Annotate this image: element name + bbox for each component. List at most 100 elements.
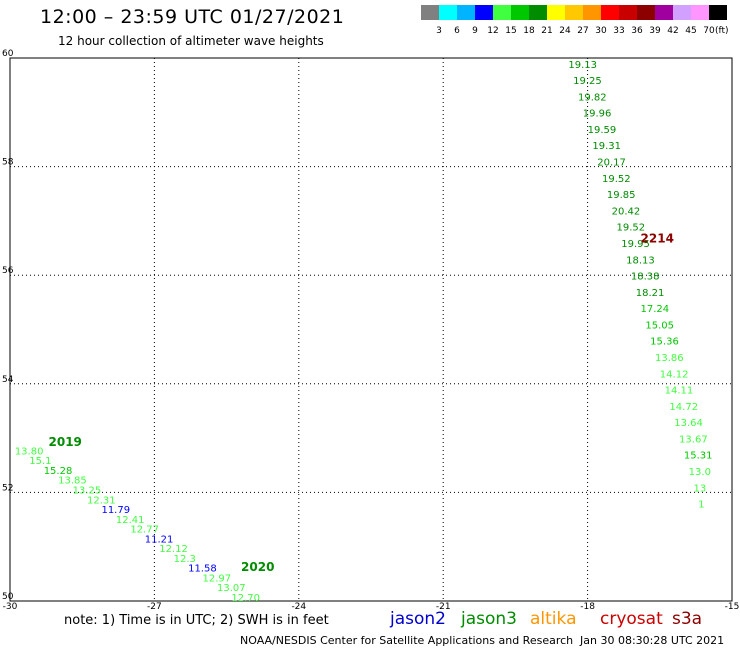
- x-tick-label: -24: [291, 602, 306, 610]
- wave-height-map: -30 -27 -24 -21 -18 -15 50 52 54 56 58 60 19.13 19.25…: [2, 49, 740, 610]
- chart-title: 12:00 – 23:59 UTC 01/27/2021: [40, 6, 345, 28]
- colorbar-label: 36: [631, 26, 643, 36]
- wave-height-label: 12.3: [174, 554, 196, 565]
- wave-height-label: 13.0: [689, 467, 711, 478]
- wave-height-label: 12.41: [116, 515, 145, 526]
- wave-height-label: 20.42: [612, 206, 641, 217]
- x-tick-label: -27: [147, 602, 162, 610]
- colorbar-swatch: [547, 5, 565, 20]
- wave-height-label: 13.64: [674, 418, 703, 429]
- wave-height-label: 15.1: [29, 456, 51, 467]
- wave-height-label: 19.85: [607, 190, 636, 201]
- wave-height-label: 13.25: [73, 485, 102, 496]
- wave-height-label: 15.31: [684, 451, 713, 462]
- colorbar-swatch: [529, 5, 547, 20]
- plot-frame: [9, 57, 733, 602]
- colorbar-label: 70: [703, 26, 715, 36]
- generated-timestamp: Jan 30 08:30:28 UTC 2021: [580, 634, 725, 647]
- colorbar-swatch: [673, 5, 691, 20]
- satellite-legend-jason2: jason2: [390, 609, 446, 629]
- wave-height-label: 14.72: [669, 402, 698, 413]
- colorbar-label: 9: [472, 26, 478, 36]
- wave-height-label: 13.07: [217, 583, 246, 594]
- colorbar-swatch: [439, 5, 457, 20]
- wave-height-label: 18.21: [636, 288, 665, 299]
- colorbar-swatch: [655, 5, 673, 20]
- colorbar-swatch: [511, 5, 529, 20]
- colorbar-swatch: [601, 5, 619, 20]
- colorbar-label: 45: [685, 26, 697, 36]
- data-layer: 19.13 19.25 19.82 19.96 19.59 19.31 20.17 19.52…: [15, 60, 713, 610]
- wave-height-label: 11.58: [188, 564, 217, 575]
- wave-height-label: 12.12: [159, 544, 188, 555]
- satellite-legend-jason3: jason3: [461, 609, 517, 629]
- colorbar-swatch: [421, 5, 439, 20]
- colorbar-label: 42: [667, 26, 679, 36]
- wave-height-label: 13.86: [655, 353, 684, 364]
- wave-height-label: 14.11: [665, 386, 694, 397]
- colorbar-label: 21: [541, 26, 553, 36]
- satellite-legend-cryosat: cryosat: [600, 609, 663, 629]
- colorbar-label: 3: [436, 26, 442, 36]
- x-tick-label: -18: [580, 602, 595, 610]
- colorbar-label: 27: [577, 26, 589, 36]
- wave-height-label: 18.13: [626, 255, 655, 266]
- y-tick-label: 52: [2, 483, 13, 493]
- time-annotation: 2020: [241, 560, 274, 574]
- colorbar-swatch: [619, 5, 637, 20]
- wave-height-label: 15.05: [645, 320, 674, 331]
- colorbar-swatch: [583, 5, 601, 20]
- colorbar-unit: (ft): [715, 26, 729, 36]
- x-tick-label: -30: [3, 602, 18, 610]
- colorbar-label: 24: [559, 26, 571, 36]
- satellite-legend-s3a: s3a: [672, 609, 703, 629]
- wave-height-label: 1: [698, 500, 704, 511]
- wave-height-label: 13.67: [679, 434, 708, 445]
- wave-height-label: 12.77: [130, 525, 159, 536]
- wave-height-label: 14.12: [660, 369, 689, 380]
- wave-height-label: 11.21: [145, 534, 174, 545]
- wave-height-label: 13.80: [15, 446, 44, 457]
- colorbar-label: 33: [613, 26, 625, 36]
- colorbar-swatch: [691, 5, 709, 20]
- satellite-legend-altika: altika: [530, 609, 577, 629]
- wave-height-label: 17.24: [641, 304, 670, 315]
- colorbar-swatch: [709, 5, 727, 20]
- wave-height-label: 19.52: [602, 174, 631, 185]
- wave-height-label: 20.17: [597, 158, 626, 169]
- wave-height-label: 15.36: [650, 337, 679, 348]
- wave-height-label: 18.38: [631, 272, 660, 283]
- colorbar-label: 39: [649, 26, 661, 36]
- time-annotation: 2214: [641, 232, 674, 246]
- wave-height-label: 19.52: [616, 223, 645, 234]
- wave-height-label: 13: [693, 483, 706, 494]
- y-tick-label: 50: [2, 592, 14, 602]
- colorbar-label: 30: [595, 26, 607, 36]
- wave-height-label: 19.13: [568, 60, 597, 71]
- colorbar-label: 12: [487, 26, 499, 36]
- colorbar-label: 6: [454, 26, 460, 36]
- colorbar-swatch: [475, 5, 493, 20]
- time-annotation: 2019: [49, 435, 82, 449]
- wave-height-label: 12.70: [231, 593, 260, 604]
- wave-height-label: 19.96: [583, 109, 612, 120]
- colorbar-swatch: [493, 5, 511, 20]
- y-tick-label: 58: [2, 158, 14, 168]
- credit-text: NOAA/NESDIS Center for Satellite Applica…: [240, 634, 574, 647]
- y-tick-label: 60: [2, 49, 14, 59]
- colorbar-swatch: [565, 5, 583, 20]
- footer-note: note: 1) Time is in UTC; 2) SWH is in fe…: [64, 613, 329, 628]
- colorbar-label: 18: [523, 26, 535, 36]
- wave-height-label: 19.82: [578, 92, 607, 103]
- y-tick-label: 54: [2, 375, 14, 385]
- y-tick-label: 56: [2, 266, 14, 276]
- colorbar-label: 15: [505, 26, 517, 36]
- wave-height-label: 14.07: [246, 603, 275, 610]
- wave-height-label: 12.31: [87, 495, 116, 506]
- wave-height-label: 12.97: [203, 573, 232, 584]
- wave-height-label: 19.95: [621, 239, 650, 250]
- wave-height-label: 19.31: [592, 141, 621, 152]
- wave-height-label: 15.28: [44, 466, 73, 477]
- x-tick-label: -21: [436, 602, 451, 610]
- x-tick-label: -15: [725, 602, 740, 610]
